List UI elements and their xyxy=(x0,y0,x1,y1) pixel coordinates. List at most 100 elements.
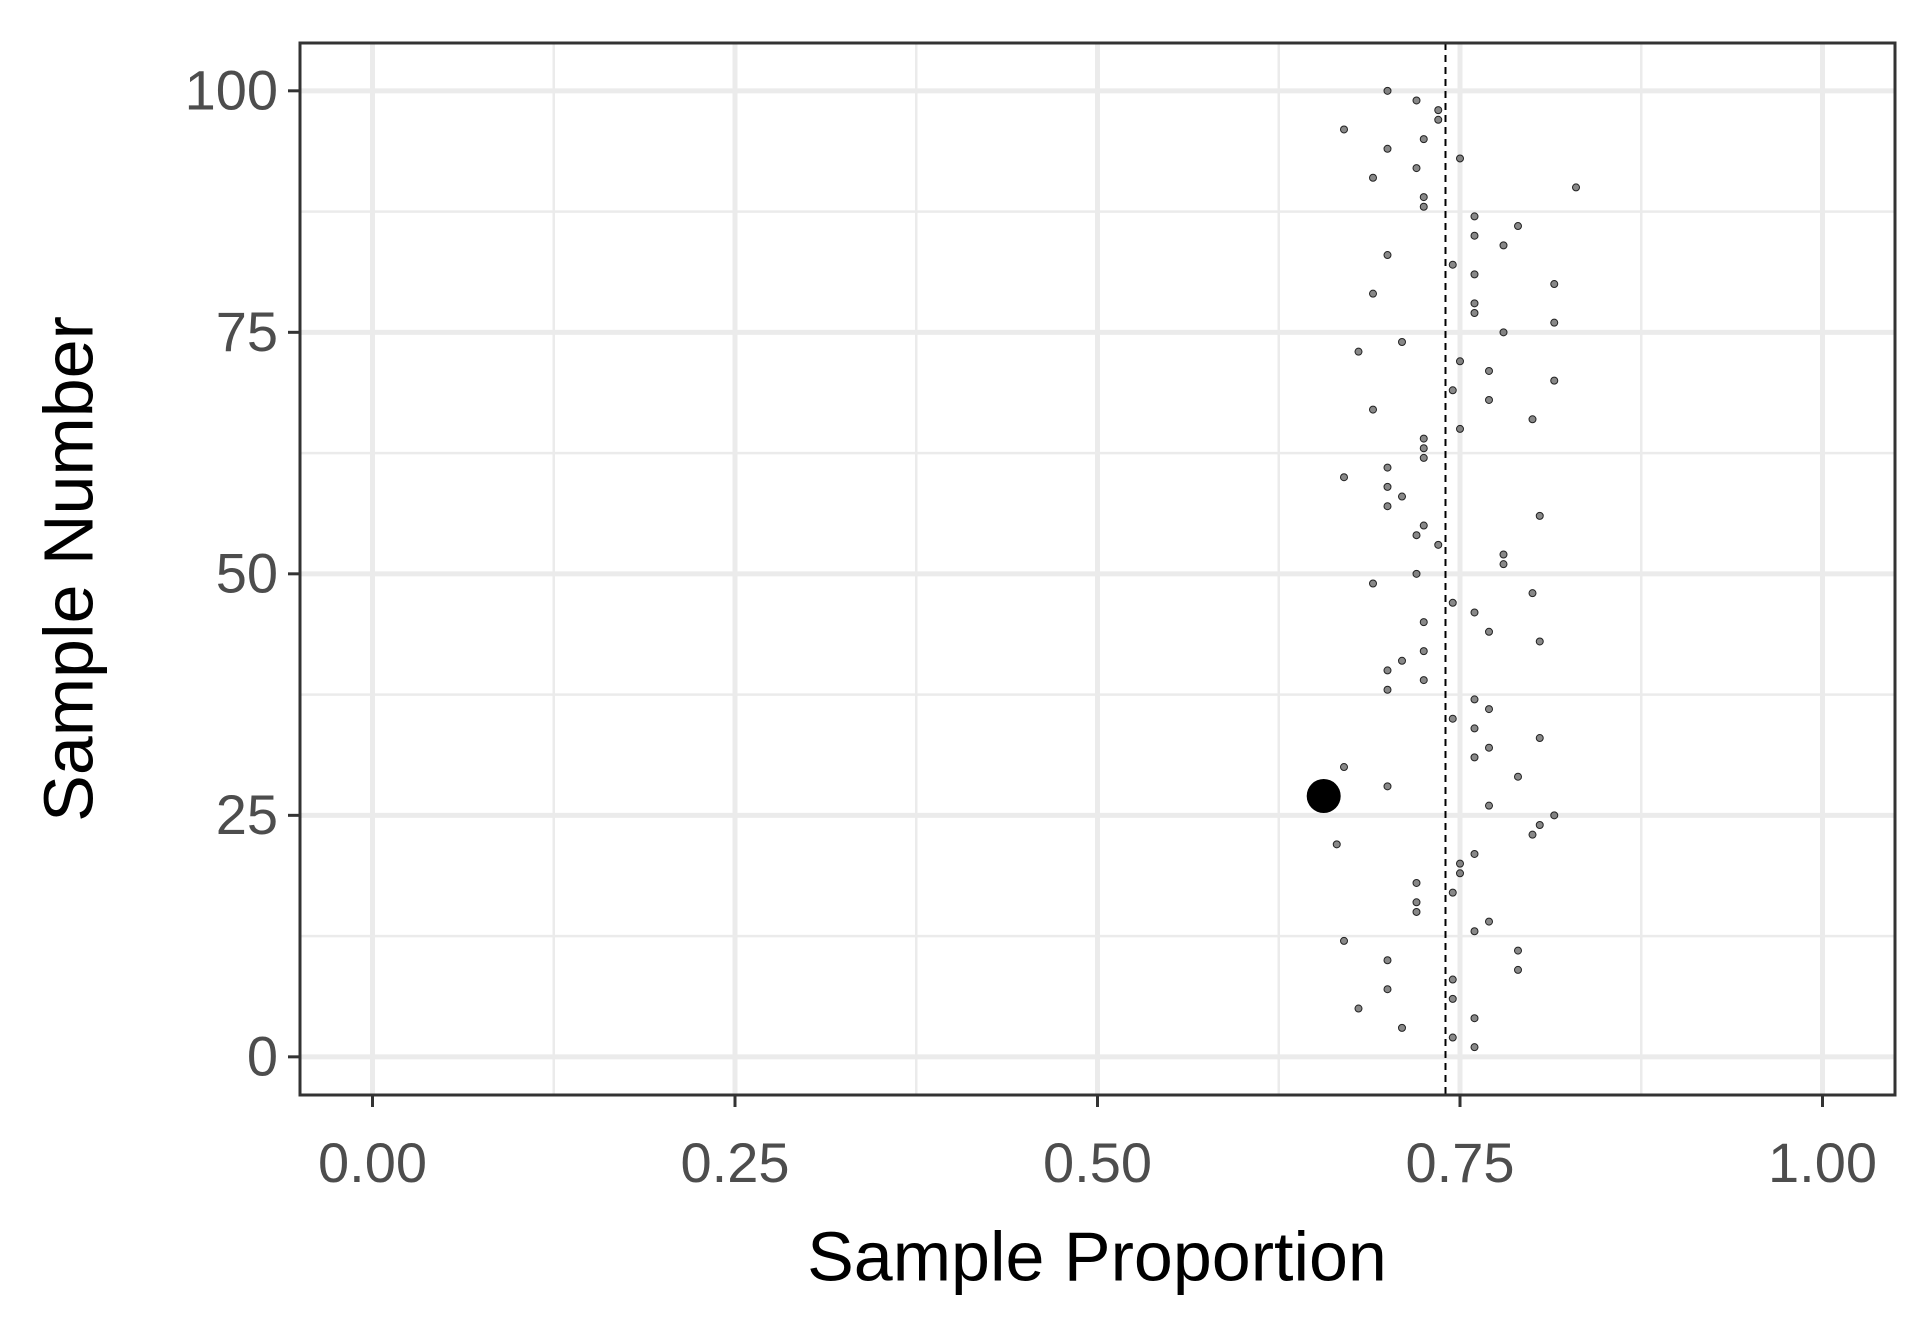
point xyxy=(1369,405,1377,414)
point xyxy=(1412,164,1421,173)
point xyxy=(1514,772,1522,781)
point xyxy=(1550,318,1559,327)
point xyxy=(1535,637,1544,646)
point xyxy=(1383,782,1392,791)
point xyxy=(1340,763,1348,772)
point xyxy=(1470,927,1479,936)
point xyxy=(1456,424,1464,433)
point xyxy=(1485,917,1493,926)
y-tick-label: 0 xyxy=(247,1025,278,1088)
point xyxy=(1419,676,1428,685)
point xyxy=(1412,878,1421,887)
point xyxy=(1514,222,1522,231)
point xyxy=(1535,734,1544,743)
point xyxy=(1448,1033,1457,1042)
point xyxy=(1434,540,1443,549)
point xyxy=(1470,299,1479,308)
point xyxy=(1485,801,1493,810)
point xyxy=(1383,985,1392,994)
point xyxy=(1383,463,1392,472)
point xyxy=(1448,386,1457,395)
point xyxy=(1369,289,1377,298)
point xyxy=(1470,212,1479,221)
point xyxy=(1499,241,1508,250)
point xyxy=(1434,115,1443,124)
point xyxy=(1470,695,1479,704)
panel-border xyxy=(298,41,1897,1097)
point xyxy=(1470,608,1479,617)
point xyxy=(1448,260,1457,269)
point xyxy=(1383,482,1392,491)
point xyxy=(1412,907,1421,916)
y-tick-label: 100 xyxy=(185,59,278,122)
point xyxy=(1572,183,1580,192)
point xyxy=(1412,898,1421,907)
point xyxy=(1419,521,1428,530)
point xyxy=(1550,811,1559,820)
y-tick-label: 75 xyxy=(216,300,278,363)
point xyxy=(1485,705,1493,714)
x-tick-label: 0.50 xyxy=(1043,1131,1152,1194)
point xyxy=(1470,270,1479,279)
point xyxy=(1398,1023,1406,1032)
y-tick-label: 25 xyxy=(216,783,278,846)
point xyxy=(1456,154,1464,163)
point xyxy=(1398,492,1406,501)
point xyxy=(1419,647,1428,656)
point xyxy=(1412,96,1421,105)
point xyxy=(1485,743,1493,752)
highlight-point xyxy=(1306,779,1341,814)
point xyxy=(1383,956,1392,965)
point xyxy=(1340,473,1348,482)
point xyxy=(1419,193,1428,202)
point xyxy=(1419,453,1428,462)
point xyxy=(1340,125,1348,134)
point xyxy=(1383,86,1392,95)
point xyxy=(1514,946,1522,955)
point xyxy=(1485,627,1493,636)
point xyxy=(1485,366,1493,375)
point xyxy=(1528,589,1537,598)
point xyxy=(1419,202,1428,211)
point xyxy=(1412,531,1421,540)
x-tick-label: 0.00 xyxy=(318,1131,427,1194)
point xyxy=(1528,415,1537,424)
point xyxy=(1499,328,1508,337)
point xyxy=(1448,598,1457,607)
point xyxy=(1499,560,1508,569)
point xyxy=(1369,579,1377,588)
point xyxy=(1419,135,1428,144)
point xyxy=(1470,309,1479,318)
point xyxy=(1499,550,1508,559)
point xyxy=(1470,231,1479,240)
point xyxy=(1369,173,1377,182)
point xyxy=(1470,849,1479,858)
point xyxy=(1419,618,1428,627)
point xyxy=(1550,280,1559,289)
point xyxy=(1398,337,1406,346)
point xyxy=(1470,753,1479,762)
x-tick-label: 1.00 xyxy=(1768,1131,1877,1194)
x-tick-label: 0.75 xyxy=(1406,1131,1515,1194)
point xyxy=(1550,376,1559,385)
point xyxy=(1535,511,1544,520)
point xyxy=(1383,685,1392,694)
point xyxy=(1419,444,1428,453)
point xyxy=(1456,869,1464,878)
point xyxy=(1470,724,1479,733)
point xyxy=(1383,666,1392,675)
point xyxy=(1398,656,1406,665)
point xyxy=(1485,395,1493,404)
point xyxy=(1412,569,1421,578)
point xyxy=(1354,1004,1363,1013)
point xyxy=(1535,820,1544,829)
point xyxy=(1528,830,1537,839)
y-tick-label: 50 xyxy=(216,542,278,605)
point xyxy=(1448,888,1457,897)
point xyxy=(1456,859,1464,868)
point xyxy=(1470,1014,1479,1023)
x-axis-title: Sample Proportion xyxy=(807,1217,1387,1295)
point xyxy=(1448,714,1457,723)
